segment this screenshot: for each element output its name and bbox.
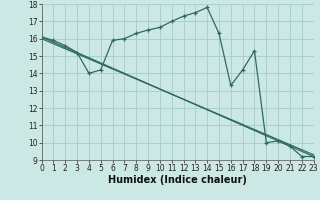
- X-axis label: Humidex (Indice chaleur): Humidex (Indice chaleur): [108, 175, 247, 185]
